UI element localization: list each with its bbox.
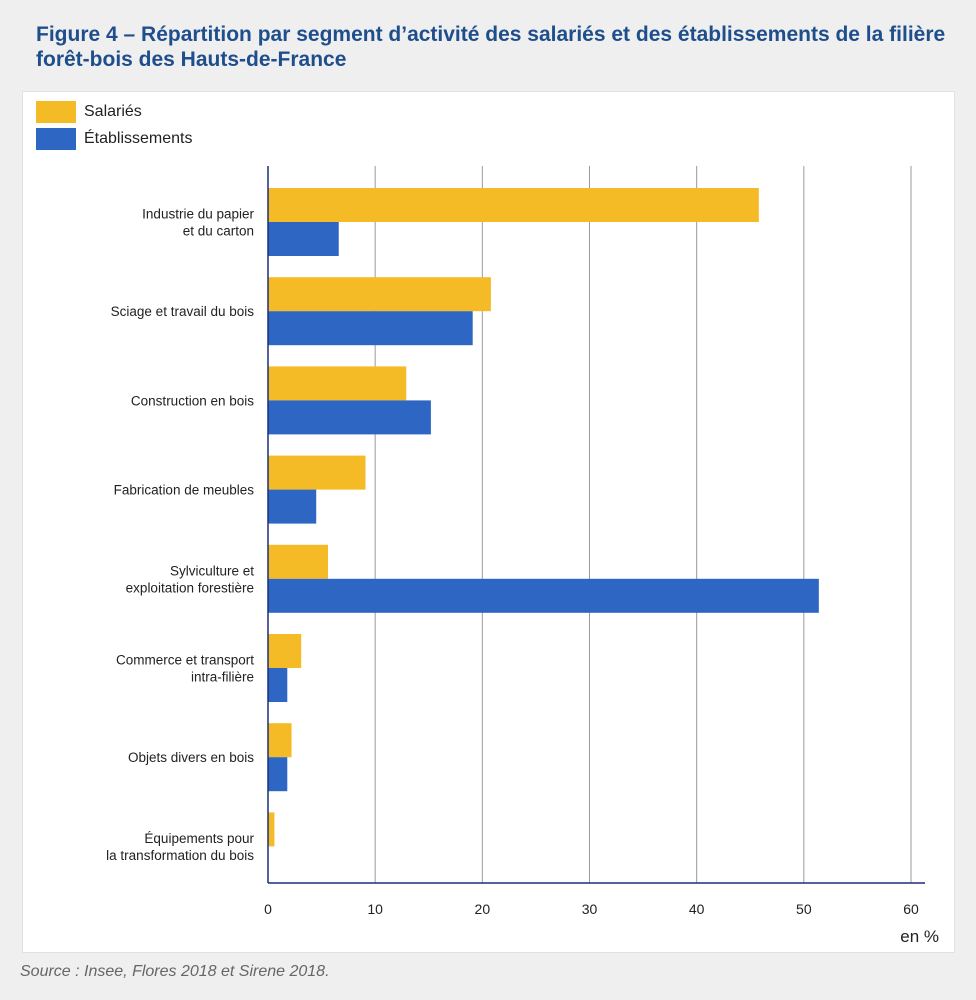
category-label: Sciage et travail du bois [111,304,255,319]
legend-label-salaries: Salariés [84,102,142,120]
chart-title: Figure 4 – Répartition par segment d’act… [36,23,946,71]
source-note: Source : Insee, Flores 2018 et Sirene 20… [20,963,330,980]
category-label: intra-filière [191,670,254,685]
category-label: Construction en bois [131,393,254,408]
x-tick-label: 60 [903,901,919,917]
bar-chart: Industrie du papier et du carton Sciage et… [106,166,939,946]
x-axis-label: en % [900,927,939,946]
chart-panel: Salariés Établissements Industrie du pap… [22,91,955,953]
bar [268,723,292,758]
category-label: et du carton [183,224,254,239]
category-label: Sylviculture et [170,563,254,578]
category-label: Fabrication de meubles [114,483,255,498]
legend-label-etablissements: Établissements [84,129,193,147]
bar [268,311,473,346]
x-tick-label: 30 [582,901,598,917]
x-tick-label: 20 [475,901,491,917]
bar [268,277,491,312]
bar [268,668,288,702]
bar [268,544,329,579]
x-tick-label: 0 [264,901,272,917]
legend-item-etablissements: Établissements [36,125,193,152]
legend: Salariés Établissements [36,98,193,152]
category-label: la transformation du bois [106,848,254,863]
category-label: Commerce et transport [116,653,254,668]
x-tick-label: 10 [367,901,383,917]
bar [268,400,431,435]
bar [268,455,366,490]
bar [268,489,317,524]
category-label: Industrie du papier [142,207,254,222]
x-tick-label: 40 [689,901,705,917]
x-tick-label: 50 [796,901,812,917]
legend-item-salaries: Salariés [36,98,193,125]
bar [268,366,407,401]
bar [268,757,288,792]
category-label: Objets divers en bois [128,750,254,765]
legend-swatch-etablissements [36,127,76,150]
legend-swatch-salaries [36,100,76,123]
bar [268,188,759,222]
category-label: Équipements pour [144,831,254,846]
bar [268,578,819,613]
category-label: exploitation forestière [126,580,254,595]
bar [268,812,275,847]
bar [268,634,302,668]
bar [268,222,339,256]
